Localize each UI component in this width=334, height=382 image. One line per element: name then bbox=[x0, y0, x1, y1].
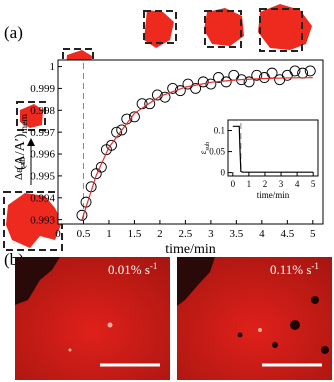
pores bbox=[237, 296, 329, 354]
x-tick-label: 0 bbox=[231, 179, 236, 189]
x-tick-label: 3 bbox=[208, 228, 214, 240]
strain-label-text: Δε bbox=[13, 168, 25, 180]
strain-label-sub: sub bbox=[18, 157, 27, 168]
rate-text: 0.11% s bbox=[270, 262, 311, 277]
x-tick-label: 2 bbox=[157, 228, 163, 240]
x-tick-label: 4.5 bbox=[280, 228, 294, 240]
y-tick-label: 0.993 bbox=[30, 214, 55, 226]
x-tick-label: 1 bbox=[247, 179, 252, 189]
x-axis-label: time/min bbox=[165, 242, 216, 257]
plot-frame bbox=[227, 119, 319, 177]
y-tick-label: 0.994 bbox=[30, 192, 55, 204]
y-tick-label: 0.997 bbox=[30, 127, 55, 139]
series-line bbox=[81, 77, 313, 220]
y-tick-label: 0.1 bbox=[214, 126, 225, 136]
point bbox=[159, 91, 171, 103]
y-tick-label: 0 bbox=[221, 168, 226, 178]
panel-label: (a) bbox=[4, 23, 23, 42]
point bbox=[251, 69, 263, 81]
y-axis-label: (A/A′)mem bbox=[13, 114, 30, 170]
arrow-head bbox=[27, 138, 35, 146]
x-tick-label: 1 bbox=[106, 228, 112, 240]
rate-label: 0.11% s-1 bbox=[270, 261, 319, 277]
point bbox=[205, 78, 217, 90]
x-tick-label: 5 bbox=[310, 228, 316, 240]
point bbox=[304, 65, 316, 77]
rate-text: 0.01% s bbox=[108, 262, 150, 277]
y-axis-label-sub: sub bbox=[204, 142, 211, 151]
x-axis-label: time/min bbox=[257, 190, 290, 200]
point bbox=[128, 111, 140, 123]
y-axis-label-sub: mem bbox=[19, 114, 30, 134]
y-tick-label: 0.05 bbox=[209, 147, 225, 157]
spots bbox=[68, 322, 262, 352]
x-tick-label: 5 bbox=[311, 179, 316, 189]
y-tick-label: 0.995 bbox=[30, 171, 55, 183]
point bbox=[116, 124, 128, 136]
y-tick-label: 0.998 bbox=[30, 105, 55, 117]
point bbox=[190, 82, 202, 94]
charts: 0 0.5 1 1.5 2 2.5 3 3.5 4 4.5 5 0.993 0.994 0.995 0.99… bbox=[13, 59, 324, 257]
y-axis-label-main: (A/A′) bbox=[13, 133, 28, 170]
y-tick-label: 1 bbox=[50, 61, 56, 73]
y-tick-label: 0.999 bbox=[30, 83, 55, 95]
x-tick-label: 1.5 bbox=[128, 228, 142, 240]
point bbox=[197, 76, 209, 88]
strain-label: Δεsub bbox=[13, 157, 27, 180]
point bbox=[95, 161, 107, 173]
y-axis-label: εsub bbox=[198, 142, 211, 155]
point bbox=[144, 98, 156, 110]
x-tick-label: 3 bbox=[279, 179, 284, 189]
micrograph-dark bbox=[177, 257, 215, 306]
point bbox=[243, 76, 255, 88]
y-axis-label-main: ε bbox=[198, 150, 208, 154]
rate-label: 0.01% s-1 bbox=[108, 261, 157, 277]
point bbox=[167, 82, 179, 94]
y-tick-label: 0.996 bbox=[30, 149, 55, 161]
series-line bbox=[232, 125, 314, 173]
point bbox=[76, 209, 88, 221]
x-tick-label: 2 bbox=[263, 179, 268, 189]
rate-exp: -1 bbox=[311, 261, 319, 271]
point bbox=[289, 65, 301, 77]
x-tick-label: 3.5 bbox=[229, 228, 243, 240]
rate-exp: -1 bbox=[150, 261, 158, 271]
x-tick-label: 4 bbox=[259, 228, 265, 240]
point bbox=[106, 139, 117, 151]
x-tick-label: 0.5 bbox=[77, 228, 91, 240]
x-tick-label: 2.5 bbox=[179, 228, 193, 240]
x-tick-label: 4 bbox=[295, 179, 300, 189]
micrograph-dark bbox=[15, 257, 60, 305]
x-tick-label: 0 bbox=[55, 228, 61, 240]
